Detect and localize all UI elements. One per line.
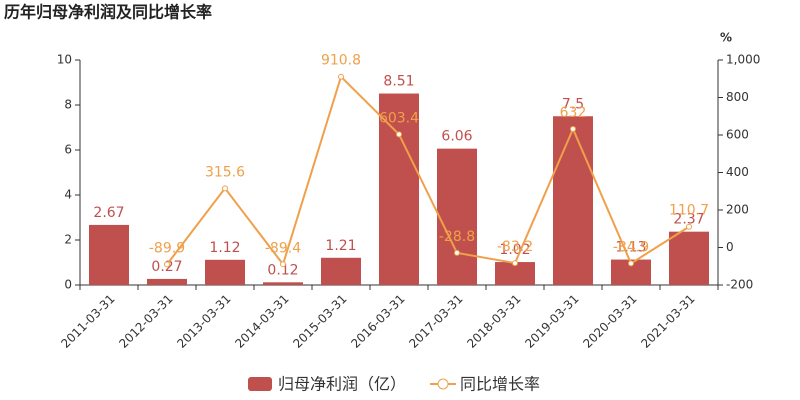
bar-label: 2.67 <box>93 205 124 221</box>
line-label: 910.8 <box>321 53 361 69</box>
x-tick-label: 2014-03-31 <box>232 292 291 351</box>
y2-tick-label: 0 <box>726 240 734 254</box>
line-point <box>512 260 518 267</box>
line-label: 603.4 <box>379 110 419 126</box>
legend-swatch <box>437 378 449 390</box>
bar <box>379 93 419 286</box>
x-tick-label: 2018-03-31 <box>464 292 523 351</box>
line-point <box>396 131 402 138</box>
x-tick-label: 2019-03-31 <box>522 292 581 351</box>
line-point <box>454 249 460 256</box>
line-point <box>164 261 170 268</box>
y-tick-label: 10 <box>57 53 72 67</box>
y2-tick-label: 400 <box>726 165 749 179</box>
bar-label: 1.12 <box>209 240 240 256</box>
x-tick-label: 2013-03-31 <box>174 292 233 351</box>
y2-tick-label: -200 <box>726 278 753 292</box>
x-tick-label: 2011-03-31 <box>58 292 117 351</box>
legend-swatch <box>248 377 272 391</box>
y2-tick-label: 1,000 <box>726 53 760 67</box>
y-tick-label: 4 <box>64 188 72 202</box>
x-tick-label: 2016-03-31 <box>348 292 407 351</box>
bar-label: 0.12 <box>267 262 298 278</box>
bar <box>147 278 187 285</box>
bar <box>321 257 361 285</box>
y2-unit: % <box>720 31 732 45</box>
line-label: -89.9 <box>149 240 185 256</box>
bar-label: 6.06 <box>441 129 472 145</box>
line-label: 315.6 <box>205 164 245 180</box>
x-tick-label: 2012-03-31 <box>116 292 175 351</box>
y-tick-label: 2 <box>64 233 72 247</box>
line-point <box>222 185 228 192</box>
legend-label: 归母净利润（亿） <box>278 375 406 394</box>
line-point <box>628 260 634 267</box>
bar-label: 7.5 <box>562 96 584 112</box>
x-tick-label: 2015-03-31 <box>290 292 349 351</box>
legend-label: 同比增长率 <box>460 375 540 394</box>
x-tick-label: 2020-03-31 <box>580 292 639 351</box>
line-label: -84.9 <box>613 239 649 255</box>
bar <box>263 282 303 285</box>
bar-label: 2.37 <box>673 212 704 228</box>
line-label: -28.8 <box>439 229 475 245</box>
bar <box>437 148 477 285</box>
bar <box>89 224 129 285</box>
bar-label: 8.51 <box>383 74 414 90</box>
line-label: 632 <box>560 105 587 121</box>
x-tick-label: 2021-03-31 <box>638 292 697 351</box>
bar <box>669 231 709 285</box>
bar <box>553 116 593 285</box>
y-tick-label: 6 <box>64 143 72 157</box>
y-tick-label: 8 <box>64 98 72 112</box>
y-tick-label: 0 <box>64 278 72 292</box>
y2-tick-label: 600 <box>726 128 749 142</box>
line-point <box>280 261 286 268</box>
x-tick-label: 2017-03-31 <box>406 292 465 351</box>
line-point <box>338 73 344 80</box>
bar <box>495 262 535 285</box>
line-label: -83.2 <box>497 239 533 255</box>
line-point <box>570 126 576 132</box>
line-label: -89.4 <box>265 240 301 256</box>
y2-tick-label: 200 <box>726 203 749 217</box>
line-label: 110.7 <box>669 203 709 219</box>
chart-title: 历年归母净利润及同比增长率 <box>4 3 212 22</box>
line-point <box>686 223 692 230</box>
bar <box>205 259 245 285</box>
bar-label: 1.21 <box>325 238 356 254</box>
line <box>166 74 690 267</box>
y2-tick-label: 800 <box>726 90 749 104</box>
